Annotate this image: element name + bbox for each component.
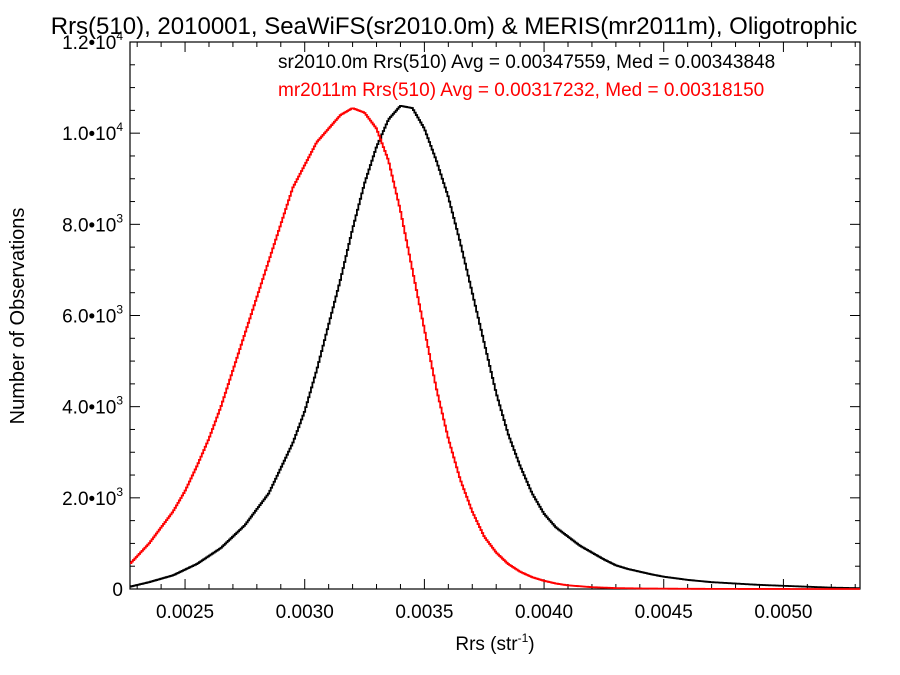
y-tick-label: 2.0•103	[62, 485, 123, 510]
x-tick-label: 0.0030	[276, 602, 334, 623]
y-tick-label: 1.0•104	[62, 120, 123, 145]
y-axis-label: Number of Observations	[7, 208, 29, 425]
axis-ticks	[130, 41, 860, 590]
x-tick-label: 0.0050	[754, 602, 812, 623]
y-tick-label: 4.0•103	[62, 394, 123, 419]
x-tick-label: 0.0045	[635, 602, 693, 623]
legend-entry-sr2010: sr2010.0m Rrs(510) Avg = 0.00347559, Med…	[278, 52, 775, 73]
y-tick-label: 6.0•103	[62, 303, 123, 328]
x-tick-label: 0.0035	[395, 602, 453, 623]
y-tick-label: 8.0•103	[62, 211, 123, 236]
series-sr2010.0m-histogram	[130, 104, 861, 590]
series-mr2011m-histogram	[130, 107, 860, 590]
x-tick-labels: 0.0025 0.0030 0.0035 0.0040 0.0045 0.0050	[156, 602, 812, 623]
chart-title: Rrs(510), 2010001, SeaWiFS(sr2010.0m) & …	[51, 13, 858, 40]
x-tick-label: 0.0025	[156, 602, 214, 623]
legend-entry-mr2011m: mr2011m Rrs(510) Avg = 0.00317232, Med =…	[278, 80, 764, 101]
y-tick-label: 1.2•104	[62, 29, 123, 54]
plot-frame	[129, 41, 861, 590]
x-axis-label: Rrs (str-1)	[455, 631, 534, 655]
y-tick-label: 0	[112, 580, 123, 601]
x-tick-label: 0.0040	[515, 602, 573, 623]
y-tick-labels: 0 2.0•103 4.0•103 6.0•103 8.0•103 1.0•104 1.2•…	[62, 29, 123, 601]
series-layer	[130, 104, 861, 590]
